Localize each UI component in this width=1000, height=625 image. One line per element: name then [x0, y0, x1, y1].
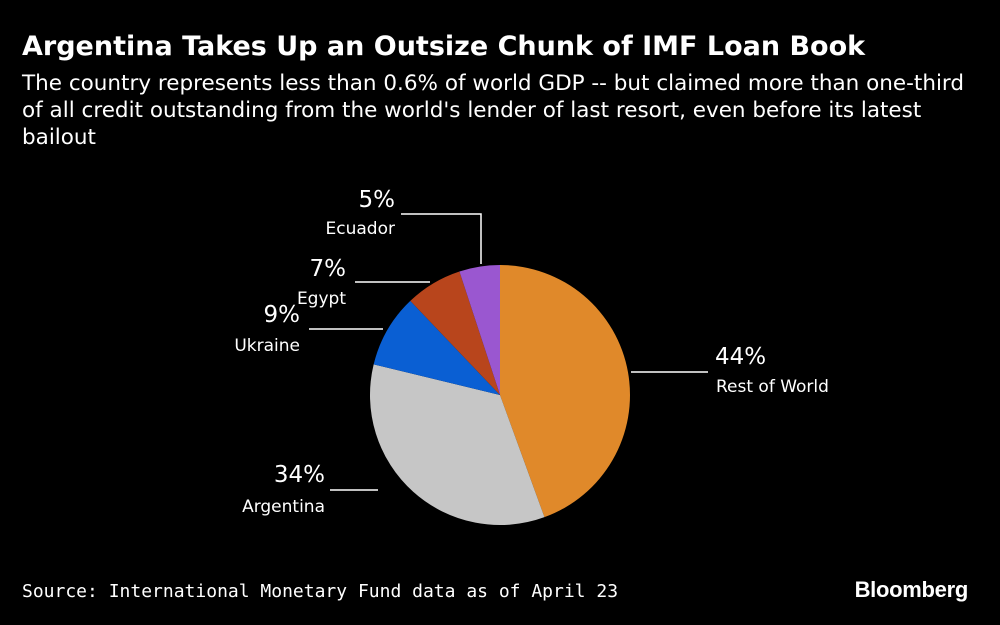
slice-labels: 44% Rest of World 34% Argentina 9% Ukraine 7% E… — [234, 187, 829, 517]
bloomberg-logo: Bloomberg — [854, 577, 969, 602]
data-label-ukraine: 9% — [264, 302, 301, 328]
data-label-rest-of-world: 44% — [715, 344, 766, 370]
category-label-ecuador: Ecuador — [326, 219, 395, 239]
category-label-rest-of-world: Rest of World — [716, 377, 829, 397]
data-label-egypt: 7% — [310, 256, 347, 282]
pie-slice-rest-of-world — [500, 265, 630, 518]
category-label-ukraine: Ukraine — [234, 336, 300, 356]
data-label-argentina: 34% — [274, 462, 325, 488]
pie-slice-ecuador — [459, 265, 500, 395]
leader-lines — [309, 213, 708, 491]
data-label-ecuador: 5% — [359, 187, 396, 213]
pie-slice-ukraine — [373, 300, 500, 395]
category-label-argentina: Argentina — [242, 497, 325, 517]
chart-title: Argentina Takes Up an Outsize Chunk of I… — [22, 31, 866, 62]
pie-slices — [369, 265, 630, 526]
category-label-egypt: Egypt — [297, 289, 346, 309]
leader-line-ecuador — [401, 213, 482, 264]
source-note: Source: International Monetary Fund data… — [22, 581, 619, 602]
pie-slice-argentina — [369, 364, 545, 526]
pie-slice-egypt — [410, 271, 500, 395]
chart-subtitle: The country represents less than 0.6% of… — [22, 71, 965, 150]
